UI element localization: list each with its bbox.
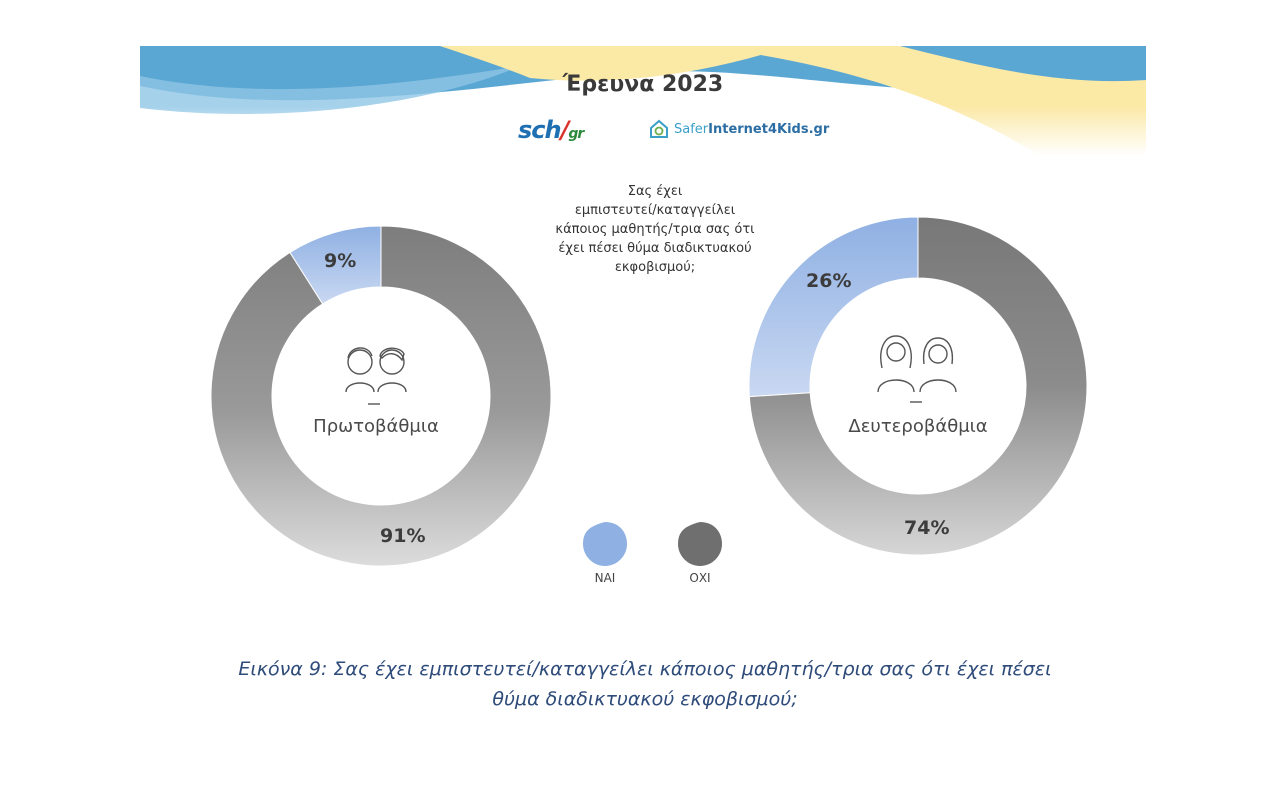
saferinternet-logo: SaferInternet4Kids.gr — [648, 118, 829, 140]
house-shield-icon — [650, 119, 668, 138]
figure-caption: Εικόνα 9: Σας έχει εμπιστευτεί/καταγγείλ… — [120, 654, 1170, 714]
header-banner — [140, 46, 1146, 156]
slice-label-primary-nai: 9% — [324, 250, 357, 272]
survey-title: Έρευνα 2023 — [562, 72, 724, 97]
question-line-2: εμπιστευτεί/καταγγείλει — [574, 203, 736, 218]
question-line-1: Σας έχει — [627, 184, 683, 199]
saferinternet-logo-a: Safer — [674, 121, 709, 137]
legend-nai-label: ΝΑΙ — [594, 571, 616, 585]
legend-oxi-shape — [678, 522, 722, 566]
question-line-5: εκφοβισμού; — [614, 260, 696, 275]
slice-label-primary-oxi: 91% — [380, 525, 426, 547]
banner-waves — [140, 46, 1146, 156]
legend-oxi-marker — [678, 522, 722, 566]
chart-question: Σας έχει εμπιστευτεί/καταγγείλει κάποιος… — [505, 182, 805, 277]
legend-oxi-label: ΟΧΙ — [689, 571, 711, 585]
sch-logo-sub: gr — [568, 126, 584, 142]
sch-logo: sch/gr — [518, 116, 584, 144]
donut-chart-primary — [210, 225, 552, 567]
slice-label-secondary-oxi: 74% — [904, 517, 950, 539]
caption-line-1: Εικόνα 9: Σας έχει εμπιστευτεί/καταγγείλ… — [238, 658, 1052, 680]
sch-logo-slash: / — [560, 116, 570, 144]
question-line-4: έχει πέσει θύμα διαδικτυακού — [558, 241, 752, 256]
slice-label-secondary-nai: 26% — [806, 270, 852, 292]
caption-line-2: θύμα διαδικτυακού εκφοβισμού; — [492, 688, 798, 710]
saferinternet-logo-b: Internet4Kids.gr — [708, 121, 830, 137]
center-label-primary: Πρωτοβάθμια — [313, 416, 439, 437]
donut-hole — [272, 287, 490, 505]
question-line-3: κάποιος μαθητής/τρια σας ότι — [555, 222, 755, 237]
donut-chart-secondary — [748, 216, 1088, 556]
legend-nai-marker — [583, 522, 627, 566]
sch-logo-main: sch — [518, 116, 562, 144]
center-label-secondary: Δευτεροβάθμια — [848, 416, 988, 437]
legend-nai-shape — [583, 522, 627, 566]
teens-icon — [877, 335, 957, 403]
children-icon — [345, 347, 407, 405]
donut-hole — [810, 278, 1026, 494]
